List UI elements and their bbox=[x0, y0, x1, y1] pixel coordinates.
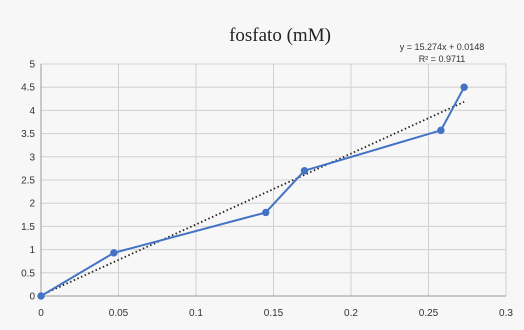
data-point bbox=[37, 292, 45, 300]
y-tick-label: 0.5 bbox=[21, 268, 35, 279]
y-tick-label: 4 bbox=[29, 106, 35, 117]
trendline-r2: R² = 0.9711 bbox=[419, 54, 466, 64]
series-line bbox=[40, 86, 466, 297]
series-layer bbox=[37, 83, 468, 300]
y-tick-label: 5 bbox=[29, 60, 35, 71]
trendline-equation: y = 15.274x + 0.0148 bbox=[400, 42, 485, 52]
y-tick-label: 3.5 bbox=[21, 129, 35, 140]
y-tick-label: 4.5 bbox=[21, 83, 35, 94]
x-tick-label: 0.25 bbox=[419, 308, 439, 319]
data-point bbox=[110, 249, 118, 257]
x-tick-label: 0.3 bbox=[499, 308, 513, 319]
trendline bbox=[40, 101, 465, 297]
x-tick-label: 0.2 bbox=[344, 308, 358, 319]
x-tick-label: 0 bbox=[38, 308, 44, 319]
tick-label-layer: 0 0.5 1 1.5 2 2.5 3 3.5 4 4.5 5 0 0.05 0.1 0.15 0.2 0.25… bbox=[21, 60, 513, 320]
trendline-layer bbox=[40, 101, 465, 297]
data-point bbox=[460, 83, 468, 91]
y-tick-label: 2.5 bbox=[21, 176, 35, 187]
data-point bbox=[300, 167, 309, 175]
chart-title: fosfato (mM) bbox=[229, 25, 331, 46]
y-tick-label: 2 bbox=[29, 199, 35, 210]
data-point bbox=[262, 208, 270, 217]
axis-layer bbox=[40, 64, 506, 297]
x-tick-label: 0.05 bbox=[109, 308, 129, 319]
y-tick-label: 1 bbox=[29, 245, 35, 256]
x-tick-label: 0.1 bbox=[189, 308, 203, 319]
y-tick-label: 3 bbox=[29, 152, 35, 163]
y-tick-label: 1.5 bbox=[21, 222, 35, 233]
data-point bbox=[437, 126, 445, 135]
x-tick-label: 0.15 bbox=[264, 308, 284, 319]
y-tick-label: 0 bbox=[29, 292, 35, 303]
grid-layer bbox=[41, 63, 507, 296]
